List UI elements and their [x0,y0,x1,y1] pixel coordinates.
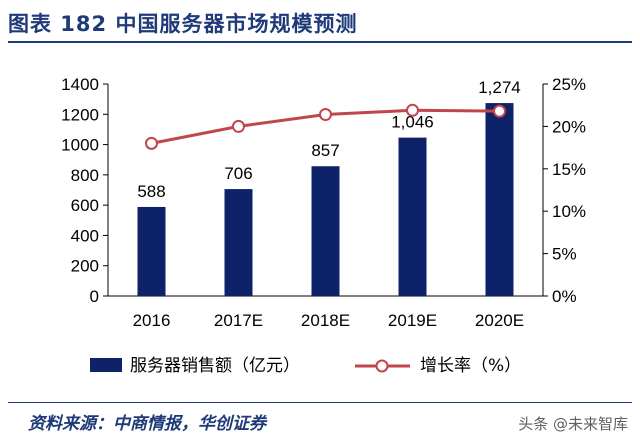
y-left-tick-label: 0 [90,287,99,306]
title-divider [8,41,632,43]
legend-line-marker [375,359,389,373]
y-right-tick-label: 25% [552,75,586,94]
y-right-tick-label: 10% [552,202,586,221]
footer-divider [8,402,632,403]
y-left-tick-label: 800 [71,166,99,185]
bar-data-label: 1,274 [478,78,521,97]
bar-2019E [398,137,427,296]
y-left-tick-label: 1200 [61,105,99,124]
y-left-tick-label: 1400 [61,75,99,94]
x-tick-label: 2019E [388,311,437,330]
growth-rate-point-2018E [319,108,332,122]
bar-data-label: 857 [311,141,339,160]
bar-2020E [485,103,514,296]
y-right-tick-label: 0% [552,287,577,306]
bar-data-label: 588 [137,182,165,201]
y-left-tick-label: 1000 [61,136,99,155]
legend-line-label: 增长率（%） [420,356,521,376]
growth-rate-point-2020E [493,104,506,118]
y-left-tick-label: 600 [71,196,99,215]
x-tick-label: 2020E [475,311,524,330]
growth-rate-point-2016 [145,136,158,150]
x-tick-label: 2016 [133,311,171,330]
growth-rate-point-2019E [406,103,419,117]
legend-bar-swatch [90,358,122,372]
x-tick-label: 2017E [214,311,263,330]
bar-data-label: 706 [224,164,252,183]
legend-bar-label: 服务器销售额（亿元） [130,356,300,376]
bar-2018E [311,166,340,296]
bar-data-label: 1,046 [391,113,434,132]
y-left-tick-label: 400 [71,226,99,245]
bar-2017E [224,189,253,296]
chart: 0 200 400 600 800 1000 1200 1400 0% 5% 10% 15% 20% 25… [61,75,586,376]
y-right-tick-label: 20% [552,117,586,136]
x-tick-label: 2018E [301,311,350,330]
watermark: 头条 @未来智库 [518,415,628,433]
chart-title: 图表 182 中国服务器市场规模预测 [8,12,358,36]
y-right-tick-label: 15% [552,160,586,179]
y-right-tick-label: 5% [552,245,577,264]
y-left-tick-label: 200 [71,257,99,276]
growth-rate-point-2017E [232,119,245,133]
source-note: 资料来源：中商情报，华创证券 [28,414,266,434]
bar-2016 [137,206,166,296]
